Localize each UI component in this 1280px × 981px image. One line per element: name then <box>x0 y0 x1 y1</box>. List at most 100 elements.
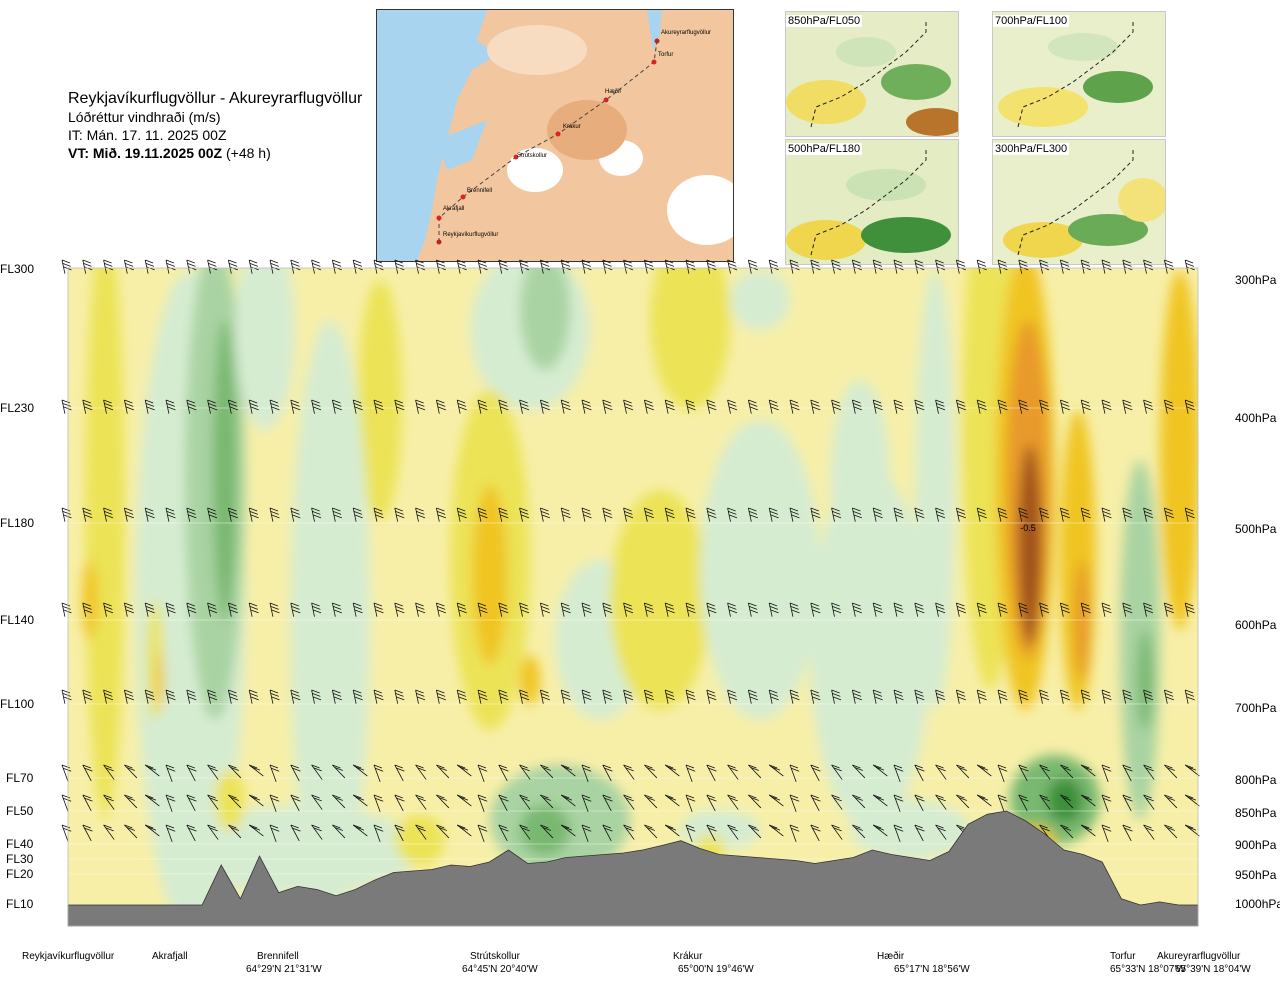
thumbnail-500hpa[interactable]: 500hPa/FL180 <box>785 139 959 265</box>
thumbnail-850hpa[interactable]: 850hPa/FL050 <box>785 11 959 137</box>
wind-barb <box>664 794 680 807</box>
station-reykjavik: Reykjavíkurflugvöllur <box>22 951 115 962</box>
wind-barb <box>124 399 134 414</box>
wind-barb <box>373 824 384 843</box>
wind-barb <box>872 507 883 522</box>
wind-barb <box>228 794 242 809</box>
wind-barb <box>1101 764 1112 783</box>
wind-barb <box>498 507 509 522</box>
wind-barb <box>456 602 467 617</box>
wind-barb <box>1080 764 1096 777</box>
wind-barb <box>706 507 717 522</box>
wind-barb <box>519 764 531 780</box>
wind-barb <box>311 824 323 840</box>
wind-barb <box>373 602 384 617</box>
wind-barb <box>602 602 613 617</box>
field-patch-42 <box>395 815 445 865</box>
wind-barb <box>852 824 866 839</box>
wind-barb <box>976 507 987 522</box>
wind-barb <box>186 507 197 522</box>
map-label-krakur: Krákur <box>563 124 581 130</box>
thumbnail-300hpa-map <box>993 140 1165 264</box>
wind-barb <box>1018 507 1029 522</box>
wind-barb <box>456 764 472 777</box>
wind-barb <box>248 507 259 522</box>
wind-barb <box>415 399 426 414</box>
wind-barb <box>477 507 488 522</box>
map-label-brennifell: Brennifell <box>467 188 493 194</box>
wind-barb <box>1060 399 1070 414</box>
wind-field <box>68 268 1198 926</box>
wind-barb <box>1101 399 1112 414</box>
wind-barb <box>498 824 509 842</box>
wind-barb <box>207 764 219 780</box>
wind-barb <box>248 764 264 777</box>
thumbnail-300hpa[interactable]: 300hPa/FL300 <box>992 139 1166 265</box>
wind-barb <box>1101 794 1112 813</box>
wind-barb <box>1184 764 1200 777</box>
thumbnail-850hpa-label: 850hPa/FL050 <box>786 15 863 27</box>
wind-barb <box>831 399 842 414</box>
wind-barb <box>852 689 862 704</box>
wind-barb <box>602 507 613 522</box>
wind-barb <box>165 259 176 274</box>
wind-barb <box>581 602 592 617</box>
station-haedir: Hæðir <box>877 951 905 962</box>
wind-barb <box>664 689 675 704</box>
wind-barb <box>623 399 634 414</box>
wind-barb <box>748 824 762 839</box>
terrain-profile <box>67 810 1199 927</box>
wind-barb <box>332 824 346 839</box>
wind-barb <box>810 794 821 812</box>
wind-barb <box>581 399 592 414</box>
wind-barb <box>290 507 301 522</box>
wind-barb <box>394 507 405 522</box>
wind-barb <box>124 794 138 809</box>
wind-barb <box>1184 689 1195 704</box>
wind-barb <box>831 794 843 810</box>
wind-barb <box>436 399 446 414</box>
wind-barb <box>1164 602 1174 617</box>
wind-barb <box>1018 794 1029 812</box>
wind-barb <box>893 764 904 783</box>
wind-barb <box>976 689 987 704</box>
wind-barb <box>82 399 93 414</box>
wind-barb <box>456 507 467 522</box>
station-brennifell-coord: 64°29'N 21°31'W <box>246 964 322 975</box>
wind-barb <box>727 764 739 780</box>
wind-barb <box>581 259 592 274</box>
wind-barb <box>1143 764 1155 780</box>
wind-barb <box>1060 794 1074 809</box>
wind-barb <box>144 399 155 414</box>
wind-barb <box>644 259 654 274</box>
wind-barb <box>852 399 862 414</box>
map-label-torfur: Torfur <box>658 52 674 58</box>
wind-barb <box>685 259 696 274</box>
wind-barb <box>540 602 550 617</box>
thumbnail-700hpa[interactable]: 700hPa/FL100 <box>992 11 1166 137</box>
hpa-label-800: 800hPa <box>1235 773 1277 787</box>
wind-barb <box>498 602 509 617</box>
wind-barb <box>207 399 218 414</box>
wind-barb <box>373 507 384 522</box>
wind-barb <box>228 824 242 839</box>
route-map[interactable]: Akureyrarflugvöllur Torfur Hæðir Krákur … <box>376 9 734 262</box>
wind-barb <box>956 602 966 617</box>
wind-barb <box>623 824 635 840</box>
wind-barb <box>810 824 821 842</box>
station-torfur-coord: 65°33'N 18°07'W <box>1110 964 1186 975</box>
wind-barb <box>872 764 888 777</box>
wind-barb <box>332 794 346 809</box>
wind-barb <box>332 399 342 414</box>
wind-barb <box>685 602 696 617</box>
wind-barb <box>436 764 450 779</box>
wind-barb <box>61 689 72 704</box>
wind-barb <box>248 399 259 414</box>
wind-barb <box>685 824 696 843</box>
wind-barb <box>1184 824 1200 837</box>
wind-barb <box>1164 689 1174 704</box>
wind-barb <box>1184 602 1195 617</box>
wind-barb <box>685 794 696 813</box>
wind-barb <box>290 689 301 704</box>
